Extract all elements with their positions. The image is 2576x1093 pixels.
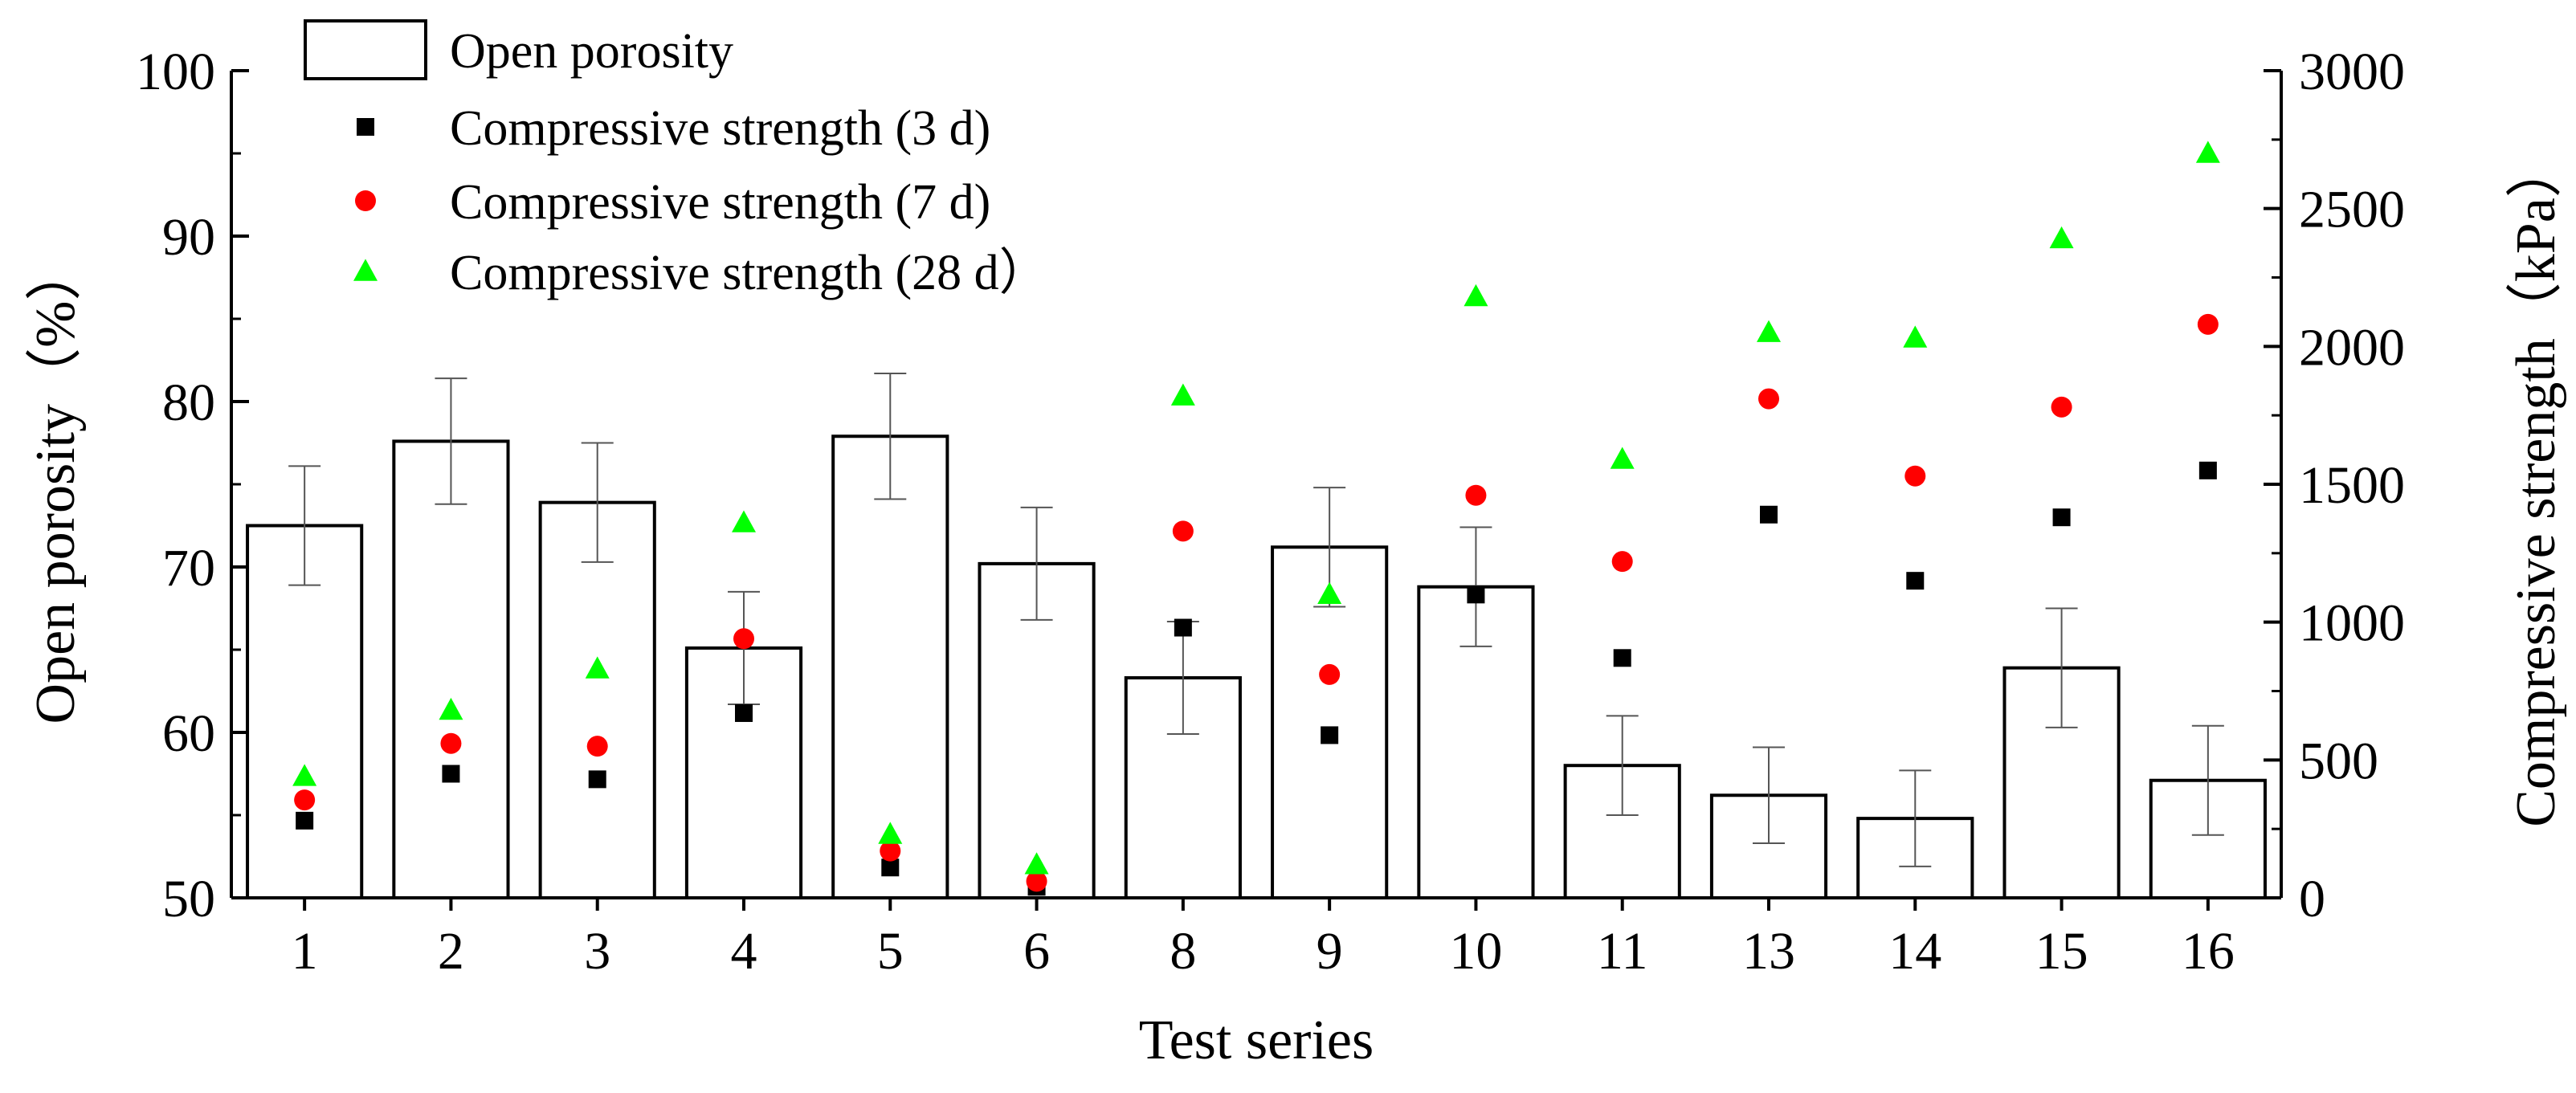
square-point-15 [2052, 508, 2071, 527]
circle-point-16 [2197, 313, 2219, 335]
x-tick-label-9: 9 [1317, 922, 1343, 981]
square-point-14 [1906, 572, 1925, 590]
x-tick-label-6: 6 [1023, 922, 1050, 981]
circle-point-9 [1319, 663, 1341, 685]
legend-label-2: Compressive strength (7 d) [450, 175, 990, 230]
triangle-point-4 [732, 510, 756, 532]
circle-point-4 [733, 628, 754, 650]
right-tick-label-500: 500 [2299, 732, 2378, 790]
bars-layer [246, 434, 2267, 900]
circle-point-1 [294, 789, 316, 811]
x-tick-label-16: 16 [2182, 922, 2235, 981]
circle-point-11 [1611, 551, 1633, 573]
x-tick-label-3: 3 [584, 922, 610, 981]
circle-point-3 [586, 736, 608, 757]
circle-point-2 [440, 732, 462, 754]
circle-point-5 [880, 840, 901, 862]
circle-point-14 [1904, 465, 1926, 487]
triangle-point-2 [439, 697, 463, 720]
right-tick-label-1000: 1000 [2299, 594, 2405, 653]
y-axis-right-title: Compressive strength（kPa） [2505, 141, 2567, 827]
circle-point-13 [1758, 388, 1779, 410]
triangle-point-9 [1317, 581, 1342, 605]
square-point-9 [1321, 726, 1339, 744]
left-tick-label-100: 100 [136, 43, 215, 101]
square-point-10 [1467, 585, 1485, 604]
triangle-point-10 [1464, 283, 1488, 307]
right-tick-label-0: 0 [2299, 870, 2325, 928]
triangle-point-16 [2195, 141, 2220, 163]
square-point-2 [442, 765, 460, 783]
x-tick-label-1: 1 [292, 922, 318, 981]
right-tick-label-2500: 2500 [2299, 181, 2405, 239]
legend-swatch-square [357, 118, 374, 136]
x-axis-title: Test series [1139, 1009, 1374, 1071]
triangle-point-13 [1757, 320, 1781, 342]
triangle-point-11 [1610, 447, 1635, 469]
x-tick-label-4: 4 [731, 922, 757, 981]
legend-swatch-circle [355, 190, 376, 211]
legend-label-3: Compressive strength (28 d） [450, 246, 1049, 300]
y-axis-left-title: Open porosity（%） [25, 245, 87, 724]
x-tick-label-5: 5 [877, 922, 904, 981]
x-tick-label-15: 15 [2035, 922, 2088, 981]
bar-5 [831, 434, 949, 899]
errorbars-layer [288, 372, 2224, 867]
triangle-point-8 [1170, 383, 1195, 406]
square-point-11 [1613, 649, 1631, 667]
x-tick-label-11: 11 [1597, 922, 1648, 981]
triangle-point-6 [1024, 852, 1049, 875]
square-point-3 [588, 770, 606, 789]
square-point-8 [1174, 618, 1192, 637]
left-tick-label-80: 80 [162, 373, 215, 432]
triangle-point-3 [585, 656, 610, 679]
square-point-4 [735, 704, 753, 722]
bar-2 [392, 439, 510, 899]
triangle-point-15 [2049, 226, 2074, 249]
left-tick-label-60: 60 [162, 704, 215, 763]
triangle-point-5 [878, 822, 903, 844]
square-point-1 [296, 811, 314, 830]
x-tick-label-10: 10 [1449, 922, 1502, 981]
square-point-5 [881, 858, 900, 877]
legend-swatch-triangle [353, 259, 378, 281]
triangle-point-14 [1903, 325, 1928, 348]
triangle-point-1 [292, 764, 317, 786]
circle-point-15 [2051, 396, 2072, 418]
points-layer [292, 141, 2220, 896]
legend-label-1: Compressive strength (3 d) [450, 101, 990, 156]
x-tick-label-14: 14 [1888, 922, 1941, 981]
left-tick-label-70: 70 [162, 539, 215, 597]
circle-point-6 [1026, 871, 1047, 892]
left-tick-label-90: 90 [162, 208, 215, 267]
x-tick-label-8: 8 [1170, 922, 1196, 981]
right-tick-label-1500: 1500 [2299, 456, 2405, 515]
circle-point-8 [1172, 520, 1194, 542]
x-tick-label-13: 13 [1742, 922, 1795, 981]
square-point-13 [1760, 505, 1778, 524]
bar-3 [538, 500, 656, 899]
square-point-16 [2198, 461, 2217, 479]
right-tick-label-3000: 3000 [2299, 43, 2405, 101]
bar-1 [246, 524, 364, 899]
circle-point-10 [1465, 484, 1487, 506]
x-tick-label-2: 2 [438, 922, 464, 981]
legend-label-open-porosity: Open porosity [450, 24, 733, 79]
legend-swatch-open-porosity [304, 19, 427, 80]
right-tick-label-2000: 2000 [2299, 318, 2405, 377]
legend: Open porosity Compressive strength (3 d) C… [304, 19, 1049, 300]
left-tick-label-50: 50 [162, 870, 215, 928]
